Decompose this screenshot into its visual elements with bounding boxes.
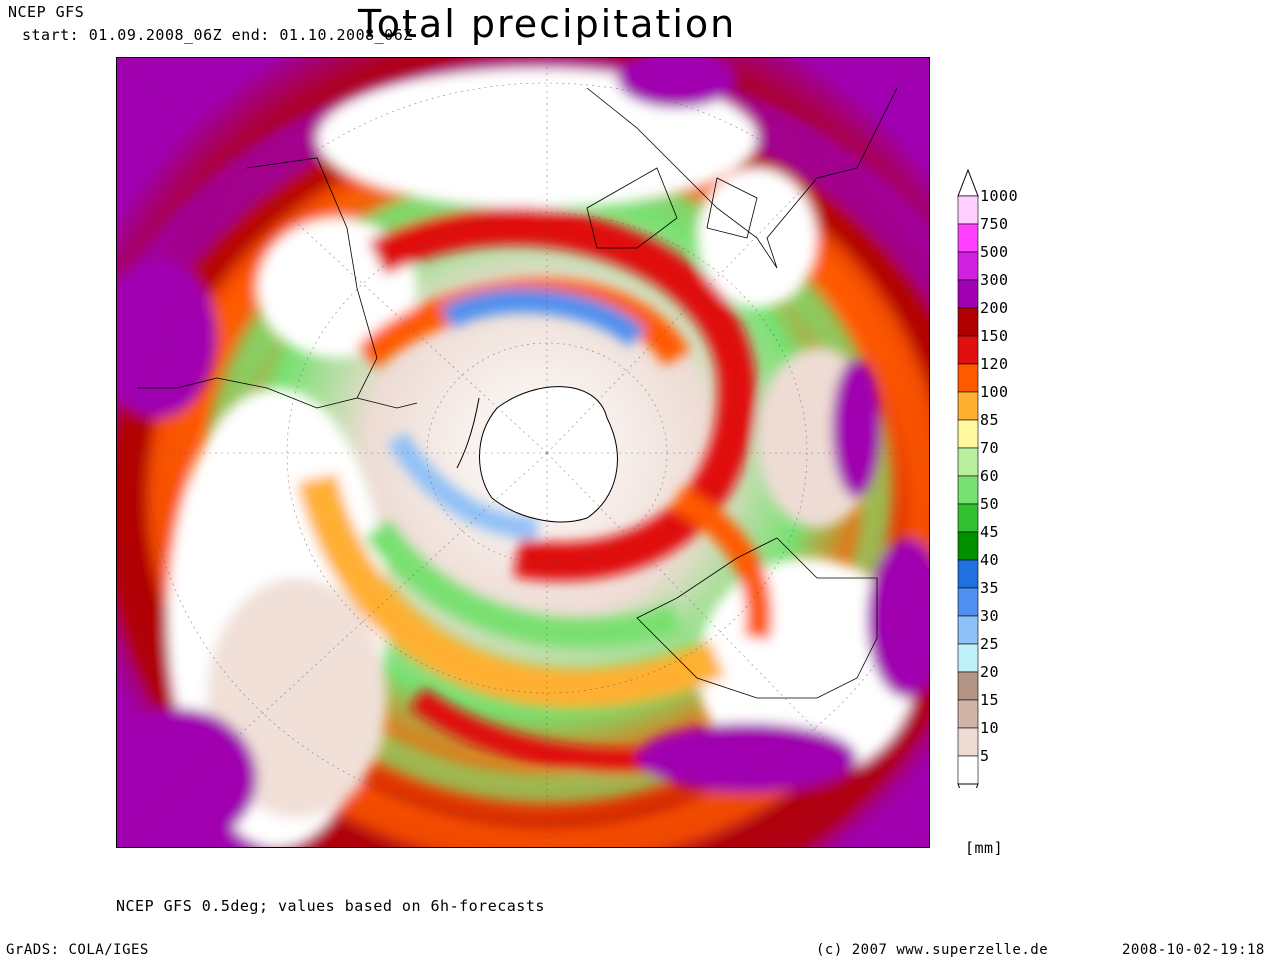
forecast-period: start: 01.09.2008_06Z end: 01.10.2008_06… bbox=[22, 26, 413, 44]
legend-swatch bbox=[957, 755, 979, 785]
legend-swatch bbox=[957, 727, 979, 757]
legend-label: 120 bbox=[980, 355, 1009, 373]
legend-swatch bbox=[957, 363, 979, 393]
legend-label: 85 bbox=[980, 411, 1000, 429]
legend-label: 20 bbox=[980, 663, 1000, 681]
legend-swatch bbox=[957, 447, 979, 477]
legend-swatch bbox=[957, 307, 979, 337]
legend-label: 5 bbox=[980, 747, 990, 765]
map-title: Total precipitation bbox=[358, 2, 737, 46]
legend-label: 500 bbox=[980, 243, 1009, 261]
precipitation-map[interactable] bbox=[116, 57, 930, 848]
legend-label: 45 bbox=[980, 523, 1000, 541]
model-name: NCEP GFS bbox=[8, 3, 85, 21]
legend-swatch bbox=[957, 419, 979, 449]
data-footnote: NCEP GFS 0.5deg; values based on 6h-fore… bbox=[116, 897, 545, 915]
legend-swatch bbox=[957, 587, 979, 617]
units-label: [mm] bbox=[965, 839, 1004, 857]
legend-swatch bbox=[957, 531, 979, 561]
legend-label: 100 bbox=[980, 383, 1009, 401]
legend-swatch bbox=[957, 671, 979, 701]
legend-swatch bbox=[957, 475, 979, 505]
legend-label: 60 bbox=[980, 467, 1000, 485]
legend-overflow-arrow bbox=[957, 168, 979, 197]
graticule bbox=[117, 58, 929, 847]
legend-label: 300 bbox=[980, 271, 1009, 289]
legend-swatch bbox=[957, 503, 979, 533]
generation-timestamp: 2008-10-02-19:18 bbox=[1122, 942, 1265, 958]
color-legend bbox=[957, 168, 979, 788]
legend-label: 30 bbox=[980, 607, 1000, 625]
legend-label: 15 bbox=[980, 691, 1000, 709]
legend-underflow-arrow bbox=[957, 783, 979, 788]
legend-swatch bbox=[957, 643, 979, 673]
legend-label: 750 bbox=[980, 215, 1009, 233]
legend-label: 1000 bbox=[980, 187, 1019, 205]
legend-label: 35 bbox=[980, 579, 1000, 597]
legend-swatch bbox=[957, 251, 979, 281]
legend-swatch bbox=[957, 195, 979, 225]
legend-label: 70 bbox=[980, 439, 1000, 457]
coastlines bbox=[137, 87, 898, 699]
legend-label: 50 bbox=[980, 495, 1000, 513]
legend-label: 200 bbox=[980, 299, 1009, 317]
legend-swatch bbox=[957, 279, 979, 309]
legend-label: 40 bbox=[980, 551, 1000, 569]
legend-swatch bbox=[957, 335, 979, 365]
precip-field bbox=[117, 58, 929, 847]
copyright-notice: (c) 2007 www.superzelle.de bbox=[816, 942, 1049, 958]
legend-swatch bbox=[957, 391, 979, 421]
legend-swatch bbox=[957, 223, 979, 253]
legend-swatch bbox=[957, 615, 979, 645]
legend-swatch bbox=[957, 699, 979, 729]
legend-label: 10 bbox=[980, 719, 1000, 737]
software-credit: GrADS: COLA/IGES bbox=[6, 942, 149, 958]
map-canvas bbox=[117, 58, 929, 847]
legend-label: 150 bbox=[980, 327, 1009, 345]
legend-swatch bbox=[957, 559, 979, 589]
legend-label: 25 bbox=[980, 635, 1000, 653]
